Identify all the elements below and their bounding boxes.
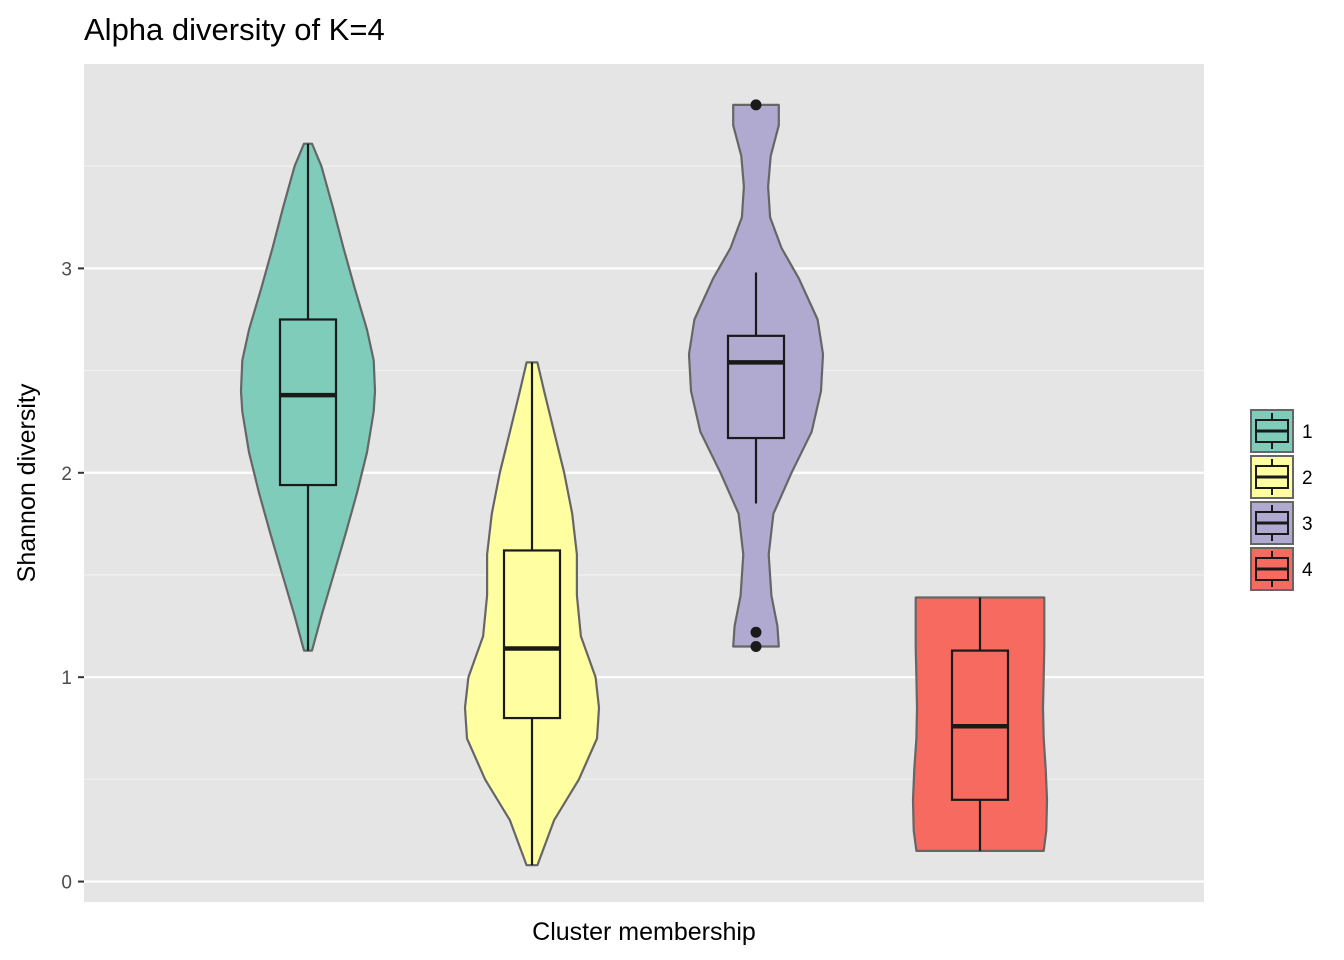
y-tick-label: 0 <box>61 873 72 894</box>
chart-title: Alpha diversity of K=4 <box>84 12 385 47</box>
outlier-point <box>750 626 762 638</box>
boxplot-1 <box>278 143 338 651</box>
y-tick-label: 3 <box>61 259 72 280</box>
legend-label: 1 <box>1302 422 1313 443</box>
box-iqr <box>278 318 338 487</box>
y-tick-label: 1 <box>61 668 72 689</box>
legend-label: 2 <box>1302 468 1313 489</box>
legend-label: 3 <box>1302 514 1313 535</box>
outlier-point <box>750 641 762 653</box>
legend-item-4: 4 <box>1250 547 1313 591</box>
boxplots <box>278 99 1010 866</box>
box-iqr <box>502 549 562 720</box>
legend-label: 4 <box>1302 560 1313 581</box>
legend: 1 2 3 4 <box>1250 409 1313 591</box>
y-axis: 0 1 2 3 <box>61 259 84 894</box>
y-axis-title: Shannon diversity <box>13 383 41 582</box>
boxplot-2 <box>502 362 562 866</box>
legend-item-3: 3 <box>1250 501 1313 545</box>
legend-item-2: 2 <box>1250 455 1313 499</box>
legend-item-1: 1 <box>1250 409 1313 453</box>
boxplot-3 <box>726 99 786 653</box>
boxplot-4 <box>950 597 1010 851</box>
y-tick-label: 2 <box>61 464 72 485</box>
outlier-point <box>750 99 762 111</box>
x-axis-title: Cluster membership <box>532 918 756 946</box>
box-iqr <box>726 334 786 440</box>
